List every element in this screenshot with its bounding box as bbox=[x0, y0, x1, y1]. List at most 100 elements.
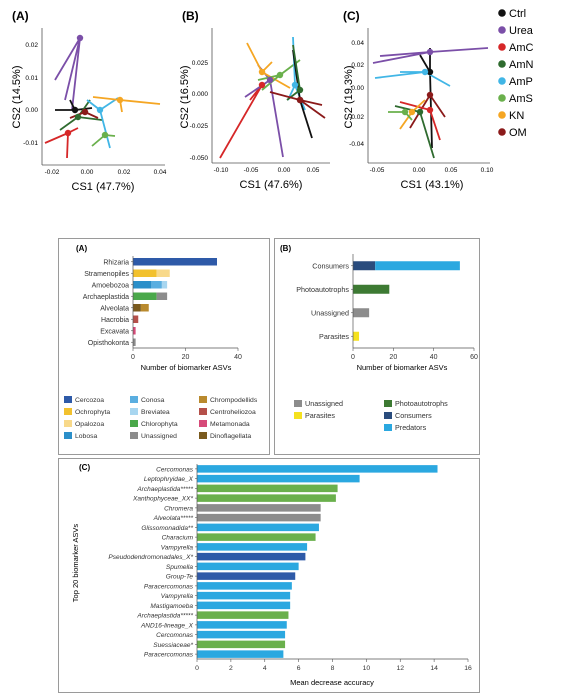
bar-archaeplastida bbox=[197, 484, 338, 493]
x-axis-label: CS1 (47.6%) bbox=[240, 179, 303, 191]
centroid-kn bbox=[116, 96, 124, 104]
centroid-kn bbox=[258, 68, 266, 76]
centroid-amc bbox=[258, 81, 266, 89]
legend-label-amn: AmN bbox=[509, 59, 534, 71]
bar-segment-hacrobia-centroheliozoa bbox=[133, 315, 139, 323]
legend-swatch-cercozoa bbox=[64, 396, 72, 403]
centroid-amc bbox=[426, 106, 434, 114]
pcoa-panel-a: (A) 0.02 0.01 0.00 -0.01 -0.02 0.00 0.02… bbox=[11, 9, 167, 193]
bar-and16-lineage-x bbox=[197, 621, 287, 629]
legend-marker-ams bbox=[498, 94, 506, 102]
x-axis-label: Mean decrease accuracy bbox=[290, 678, 374, 687]
category-label: Cercomonas bbox=[156, 466, 194, 473]
top20-bar-chart: (C) Top 20 biomarker ASVs Cercomonas Lept… bbox=[71, 463, 472, 687]
legend-marker-ctrl bbox=[498, 9, 506, 17]
x-tick-label: 0.02 bbox=[118, 169, 131, 176]
legend-marker-urea bbox=[498, 26, 506, 34]
category-label: Rhizaria bbox=[103, 259, 129, 266]
panel-label: (C) bbox=[343, 9, 360, 23]
centroid-om bbox=[81, 108, 89, 116]
x-tick-label: 0.05 bbox=[307, 167, 320, 174]
legend-swatch-breviatea bbox=[130, 408, 138, 415]
x-tick-label: 0 bbox=[131, 354, 135, 361]
category-label: Chromera bbox=[164, 505, 193, 512]
bar-xanthophyceae-xx bbox=[197, 494, 336, 502]
category-label: Archaeplastida***** bbox=[136, 486, 193, 493]
legend-swatch-consumers bbox=[384, 412, 392, 419]
centroid-urea bbox=[76, 34, 84, 42]
legend-marker-om bbox=[498, 128, 506, 136]
bar-segment-photoautotrophs-photoautotrophs bbox=[353, 284, 390, 294]
bar-paracercomonas bbox=[197, 650, 284, 658]
x-tick-label: -0.05 bbox=[244, 167, 259, 174]
legend-swatch-unassigned bbox=[294, 400, 302, 407]
x-tick-label: -0.10 bbox=[214, 167, 229, 174]
legend-label-amc: AmC bbox=[509, 42, 534, 54]
panel-label: (B) bbox=[182, 9, 199, 23]
taxonomy-bar-chart: (A) Rhizaria Stramenopiles Amoebozoa Archae… bbox=[64, 244, 258, 440]
category-label: Archaeplastida bbox=[83, 294, 129, 301]
legend-label-cercozoa: Cercozoa bbox=[75, 397, 104, 404]
y-tick-label: -0.02 bbox=[349, 114, 364, 121]
legend-swatch-dinoflagellata bbox=[199, 432, 207, 439]
y-tick-label: 0.025 bbox=[192, 60, 209, 67]
x-tick-label: -0.02 bbox=[45, 169, 60, 176]
x-axis-label: Number of biomarker ASVs bbox=[357, 363, 448, 372]
centroid-ctrl bbox=[426, 68, 434, 76]
legend-swatch-lobosa bbox=[64, 432, 72, 439]
bar-mastigamoeba bbox=[197, 601, 291, 610]
category-label: Mastigamoeba bbox=[150, 603, 193, 610]
bar-leptophryidae-x bbox=[197, 474, 360, 483]
legend-label-om: OM bbox=[509, 127, 527, 139]
legend-label-amp: AmP bbox=[509, 76, 533, 88]
legend-label-ams: AmS bbox=[509, 93, 533, 105]
y-axis-label: CS2 (19.3%) bbox=[343, 66, 355, 129]
spider-urea bbox=[372, 47, 489, 64]
bar-segment-opisthokonta-unassigned bbox=[133, 338, 136, 346]
legend-marker-amp bbox=[498, 77, 506, 85]
x-tick-label: 14 bbox=[430, 665, 438, 672]
bar-pseudodendromonadales-x bbox=[197, 552, 306, 561]
spider-amc bbox=[44, 127, 79, 159]
pcoa-legend: Ctrl Urea AmC AmN AmP AmS KN OM bbox=[498, 8, 534, 139]
bar-segment-alveolata-dinoflagellata bbox=[133, 304, 141, 312]
legend-label-consumers: Consumers bbox=[395, 411, 432, 420]
function-bar-chart: (B) Consumers Photoautotrophs Unassigned Pa… bbox=[280, 244, 478, 432]
spider-om bbox=[269, 91, 326, 119]
spider-kn bbox=[399, 99, 426, 130]
category-label: Opisthokonta bbox=[88, 340, 129, 347]
bar-characium bbox=[197, 533, 316, 541]
legend-label-lobosa: Lobosa bbox=[75, 433, 98, 440]
spider-ams bbox=[91, 134, 116, 147]
centroid-urea bbox=[426, 48, 434, 56]
legend-swatch-parasites bbox=[294, 412, 302, 419]
x-ticks: 0 2 4 6 8 10 12 14 16 bbox=[195, 659, 472, 672]
x-tick-label: 0.00 bbox=[413, 167, 426, 174]
bar-cercomonas bbox=[197, 630, 286, 639]
legend-swatch-metamonada bbox=[199, 420, 207, 427]
y-tick-label: 0.00 bbox=[351, 85, 364, 92]
legend-label-predators: Predators bbox=[395, 423, 427, 432]
centroid-om bbox=[296, 96, 304, 104]
spider-ams bbox=[388, 111, 413, 121]
spider-amc bbox=[399, 101, 441, 141]
x-tick-label: 0.05 bbox=[445, 167, 458, 174]
centroid-amp bbox=[96, 106, 104, 114]
bar-glissomonadida bbox=[197, 523, 319, 532]
y-tick-label: -0.025 bbox=[190, 123, 209, 130]
panel-label: (A) bbox=[12, 9, 29, 23]
legend-swatch-chrompodellids bbox=[199, 396, 207, 403]
bar-vampyrella bbox=[197, 543, 308, 551]
spider-ams bbox=[257, 59, 301, 91]
category-label: Pseudodendromonadales_X* bbox=[108, 554, 193, 561]
category-labels: Rhizaria Stramenopiles Amoebozoa Archaeplas… bbox=[83, 259, 133, 347]
legend-label-opalozoa: Opalozoa bbox=[75, 421, 104, 428]
y-axis-label: CS2 (16.5%) bbox=[179, 66, 191, 129]
category-labels: Consumers Photoautotrophs Unassigned Parasi… bbox=[296, 261, 353, 341]
y-tick-label: -0.050 bbox=[190, 155, 209, 162]
x-tick-label: 20 bbox=[389, 354, 397, 361]
category-label: Suessiaceae* bbox=[153, 642, 193, 649]
category-label: Spumella bbox=[166, 564, 193, 571]
centroid-ams bbox=[401, 108, 409, 116]
legend-swatch-photoautotrophs bbox=[384, 400, 392, 407]
